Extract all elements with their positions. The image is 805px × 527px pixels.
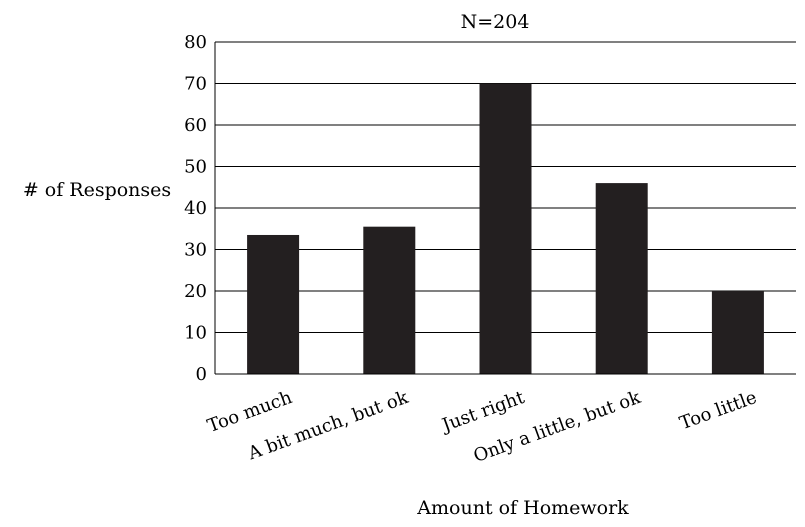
y-tick-label: 0: [196, 364, 207, 385]
x-axis-label: Amount of Homework: [416, 497, 629, 519]
chart-title: N=204: [461, 11, 530, 33]
bar: [595, 183, 648, 374]
y-tick-label: 80: [184, 32, 207, 53]
bars: [247, 83, 764, 374]
y-tick-label: 70: [184, 74, 207, 95]
y-axis-label: # of Responses: [23, 179, 171, 201]
bar: [363, 226, 416, 374]
y-tick-label: 30: [184, 240, 207, 261]
y-tick-label: 40: [184, 198, 207, 219]
x-tick-label: Just right: [438, 387, 528, 437]
y-tick-labels: 0 10 20 30 40 50 60 70 80: [184, 32, 207, 385]
y-tick-label: 20: [184, 281, 207, 302]
y-tick-label: 50: [184, 157, 207, 178]
x-tick-label: Too much: [205, 387, 296, 437]
y-tick-label: 60: [184, 115, 207, 136]
bar: [247, 234, 300, 374]
x-tick-label: Too little: [677, 387, 760, 434]
bar: [479, 83, 532, 374]
bar: [711, 291, 764, 374]
y-tick-label: 10: [184, 323, 207, 344]
axes: [214, 42, 796, 375]
